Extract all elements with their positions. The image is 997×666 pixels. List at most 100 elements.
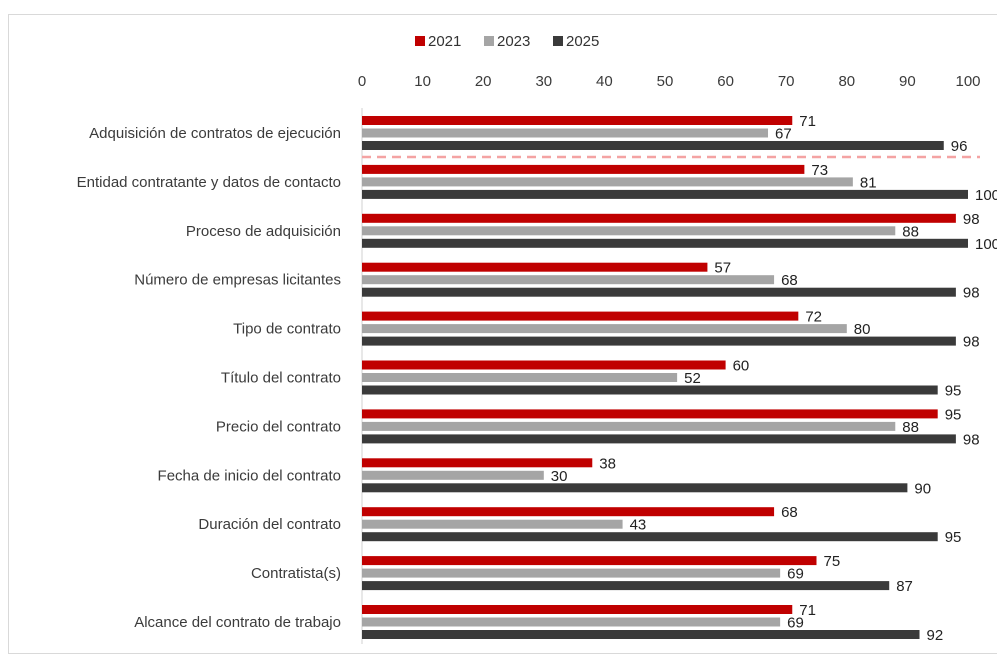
- data-label-2023: 43: [630, 517, 647, 534]
- data-label-2021: 60: [733, 358, 750, 375]
- bar-2025: [362, 483, 908, 493]
- category-label: Tipo de contrato: [233, 321, 341, 338]
- data-label-2025: 98: [963, 334, 980, 351]
- legend-swatch: [415, 36, 425, 46]
- category-label: Título del contrato: [221, 370, 341, 387]
- bar-2025: [362, 630, 920, 639]
- data-label-2025: 98: [963, 285, 980, 302]
- bar-2023: [362, 275, 775, 285]
- data-label-2025: 90: [914, 480, 931, 497]
- legend: 2021 2023 2025: [415, 33, 599, 50]
- legend-label: 2025: [566, 33, 599, 50]
- data-label-2025: 87: [896, 578, 913, 595]
- data-label-2023: 81: [860, 174, 877, 191]
- bar-2023: [362, 226, 896, 236]
- data-label-2021: 75: [824, 553, 841, 570]
- chart-frame: [8, 14, 997, 654]
- bar-2025: [362, 141, 944, 150]
- data-label-2021: 57: [714, 260, 731, 277]
- bar-2025: [362, 434, 956, 444]
- category-labels: Adquisición de contratos de ejecución Ent…: [77, 125, 341, 631]
- category-label: Alcance del contrato de trabajo: [134, 614, 341, 631]
- data-label-2021: 95: [945, 406, 962, 423]
- data-label-2023: 88: [902, 223, 919, 240]
- bar-2023: [362, 568, 781, 578]
- category-label: Precio del contrato: [216, 418, 341, 435]
- data-label-2025: 92: [927, 627, 944, 644]
- legend-item-2025: 2025: [553, 33, 599, 50]
- data-label-2025: 95: [945, 383, 962, 400]
- data-label-2023: 30: [551, 468, 568, 485]
- x-tick-label: 30: [535, 73, 552, 90]
- data-label-2025: 100: [975, 187, 997, 204]
- legend-item-2023: 2023: [484, 33, 530, 50]
- x-tick-label: 100: [955, 73, 980, 90]
- bar-2025: [362, 238, 968, 248]
- data-label-2023: 88: [902, 419, 919, 436]
- bar-2021: [362, 507, 775, 517]
- bars: [362, 116, 968, 639]
- category-label: Proceso de adquisición: [186, 223, 341, 240]
- bar-2021: [362, 360, 726, 370]
- data-label-2023: 68: [781, 272, 798, 289]
- category-label: Adquisición de contratos de ejecución: [89, 125, 341, 142]
- data-label-2025: 96: [951, 138, 968, 155]
- x-tick-label: 10: [414, 73, 431, 90]
- data-label-2023: 80: [854, 321, 871, 338]
- bar-2023: [362, 177, 853, 187]
- data-label-2021: 73: [811, 162, 828, 179]
- data-label-2025: 100: [975, 236, 997, 253]
- category-label: Número de empresas licitantes: [134, 272, 341, 289]
- bar-2021: [362, 311, 799, 321]
- bar-2025: [362, 581, 890, 591]
- bar-2021: [362, 213, 956, 223]
- data-label-2023: 69: [787, 566, 804, 583]
- bar-2025: [362, 336, 956, 346]
- legend-swatch: [484, 36, 494, 46]
- bar-2023: [362, 324, 847, 334]
- x-tick-label: 90: [899, 73, 916, 90]
- data-label-2025: 98: [963, 431, 980, 448]
- data-label-2021: 98: [963, 211, 980, 228]
- category-label: Entidad contratante y datos de contacto: [77, 174, 341, 191]
- data-label-2023: 67: [775, 126, 792, 143]
- x-tick-label: 60: [717, 73, 734, 90]
- data-label-2025: 95: [945, 529, 962, 546]
- x-tick-label: 70: [778, 73, 795, 90]
- bar-2025: [362, 385, 938, 395]
- bar-2021: [362, 116, 793, 125]
- bar-2021: [362, 262, 708, 272]
- bar-2021: [362, 164, 805, 174]
- x-tick-label: 50: [657, 73, 674, 90]
- bar-2023: [362, 470, 544, 480]
- bar-2025: [362, 287, 956, 297]
- data-labels: 71 67 96 73 81 100 98 88 100 57 68 98 72 80 98 60 52 95 95…: [551, 113, 997, 644]
- bar-2023: [362, 128, 769, 138]
- data-label-2023: 52: [684, 370, 701, 387]
- legend-label: 2023: [497, 33, 530, 50]
- bar-2023: [362, 373, 678, 382]
- legend-item-2021: 2021: [415, 33, 461, 50]
- category-label: Duración del contrato: [198, 516, 341, 533]
- bar-2023: [362, 421, 896, 431]
- legend-label: 2021: [428, 33, 461, 50]
- bar-2021: [362, 409, 938, 419]
- bar-2023: [362, 617, 781, 627]
- bar-2025: [362, 189, 968, 199]
- data-label-2021: 68: [781, 504, 798, 521]
- x-tick-label: 80: [838, 73, 855, 90]
- x-tick-label: 20: [475, 73, 492, 90]
- x-tick-label: 40: [596, 73, 613, 90]
- category-label: Fecha de inicio del contrato: [158, 467, 341, 484]
- bar-2021: [362, 605, 793, 614]
- data-label-2021: 71: [799, 113, 816, 130]
- data-label-2021: 72: [805, 309, 822, 326]
- legend-swatch: [553, 36, 563, 46]
- data-label-2023: 69: [787, 615, 804, 632]
- bar-2025: [362, 532, 938, 542]
- x-axis-ticks: 0 10 20 30 40 50 60 70 80 90 100: [358, 73, 981, 90]
- bar-2021: [362, 556, 817, 566]
- data-label-2021: 38: [599, 455, 616, 472]
- bar-2021: [362, 458, 593, 468]
